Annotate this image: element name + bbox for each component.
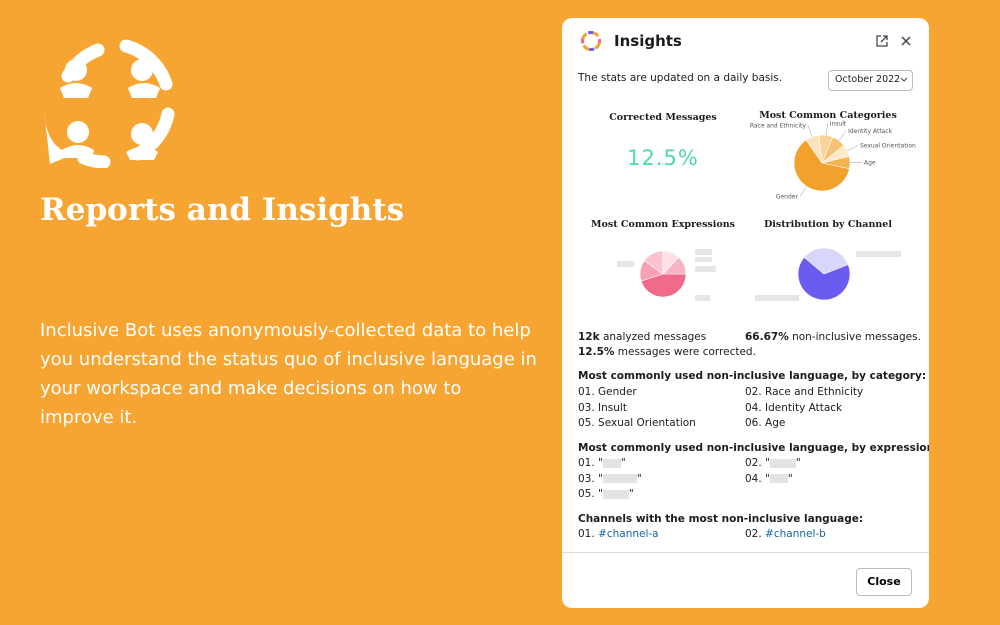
month-dropdown[interactable]: October 2022 xyxy=(828,70,913,91)
list-heading: Channels with the most non-inclusive lan… xyxy=(578,513,864,525)
list-item: 01. #channel-a xyxy=(578,528,659,540)
item-number: 01. xyxy=(578,528,595,540)
slice-label: Sexual Orientation xyxy=(860,142,916,149)
stat-text: non-inclusive messages. xyxy=(792,331,921,343)
description: Inclusive Bot uses anonymously-collected… xyxy=(40,320,537,428)
quote: " xyxy=(787,472,793,485)
list-item: 02. #channel-b xyxy=(745,528,826,540)
item-number: 03. xyxy=(578,472,595,485)
stat: 12k analyzed messages xyxy=(578,331,706,343)
leader-line xyxy=(799,186,807,197)
slice-label: Race and Ethnicity xyxy=(750,123,807,130)
corrected-value: 12.5% xyxy=(627,146,699,170)
subtitle: The stats are updated on a daily basis. xyxy=(578,72,783,84)
chart-title: Most Common Categories xyxy=(759,110,897,121)
channel-link[interactable]: #channel-b xyxy=(765,528,826,540)
list-heading: Most commonly used non-inclusive languag… xyxy=(578,370,927,382)
leader-line xyxy=(825,123,828,136)
chart-title: Corrected Messages xyxy=(609,112,717,123)
list-item: 05. " " xyxy=(578,488,634,500)
modal-title: Insights xyxy=(614,32,682,50)
stat-text: analyzed messages xyxy=(602,331,707,343)
list-item: 06. Age xyxy=(745,417,786,429)
quote: " xyxy=(620,457,626,469)
stat-value: 66.67% xyxy=(745,331,789,343)
app-icon xyxy=(581,31,601,51)
list-item: 01. " " xyxy=(578,457,626,469)
stat: 12.5% messages were corrected. xyxy=(578,346,756,358)
quote: " xyxy=(598,457,603,469)
list-item: 04. Identity Attack xyxy=(745,401,843,414)
slice-label: Gender xyxy=(776,193,799,200)
stat: 66.67% non-inclusive messages. xyxy=(745,331,921,343)
item-number: 05. xyxy=(578,488,595,500)
slice-label: Insult xyxy=(830,120,847,127)
list-item: 03. Insult xyxy=(578,401,627,414)
pie-slice xyxy=(662,256,687,275)
month: October 2022 xyxy=(835,74,901,85)
item-number: 01. xyxy=(578,457,595,469)
quote: " xyxy=(765,472,770,485)
stat-value: 12.5% xyxy=(578,346,615,358)
insights-modal: Insights The stats are updated on a dail… xyxy=(562,18,929,608)
list-item: 02. Race and Ethnicity xyxy=(745,386,864,398)
leader-line xyxy=(847,145,859,151)
list-item: 02. " " xyxy=(745,457,801,469)
leader-line xyxy=(838,130,847,141)
slice-label: Identity Attack xyxy=(848,128,893,135)
quote: " xyxy=(765,457,770,469)
item-number: 02. xyxy=(745,528,762,540)
open-external[interactable] xyxy=(875,34,889,48)
list-item: 01. Gender xyxy=(578,386,637,398)
page-title: Reports and Insights xyxy=(40,192,405,228)
channel-link[interactable]: #channel-a xyxy=(598,528,659,540)
quote: " xyxy=(628,488,634,500)
list-heading: Most commonly used non-inclusive languag… xyxy=(578,442,929,454)
logo xyxy=(44,39,175,168)
pie-slice xyxy=(803,247,849,275)
item-number: 02. xyxy=(745,457,762,469)
close-button[interactable]: Close xyxy=(856,568,912,596)
quote: " xyxy=(795,457,801,469)
pie-slice xyxy=(797,256,851,301)
pie-slice xyxy=(640,273,687,298)
leader-line xyxy=(807,125,813,137)
list-item: 03. " " xyxy=(578,473,642,485)
chart-title: Distribution by Channel xyxy=(764,219,892,230)
quote: " xyxy=(636,472,642,485)
quote: " xyxy=(598,488,603,500)
list-item: 04. " " xyxy=(745,473,793,485)
list-item: 05. Sexual Orientation xyxy=(578,417,696,429)
stat-value: 12k xyxy=(578,331,600,343)
quote: " xyxy=(598,472,603,485)
pie-slice xyxy=(793,139,850,192)
stat-text: messages were corrected. xyxy=(617,346,756,358)
close-icon[interactable] xyxy=(899,34,913,48)
slice-label: Age xyxy=(864,159,876,166)
item-number: 04. xyxy=(745,472,762,485)
chart-title: Most Common Expressions xyxy=(591,219,735,230)
